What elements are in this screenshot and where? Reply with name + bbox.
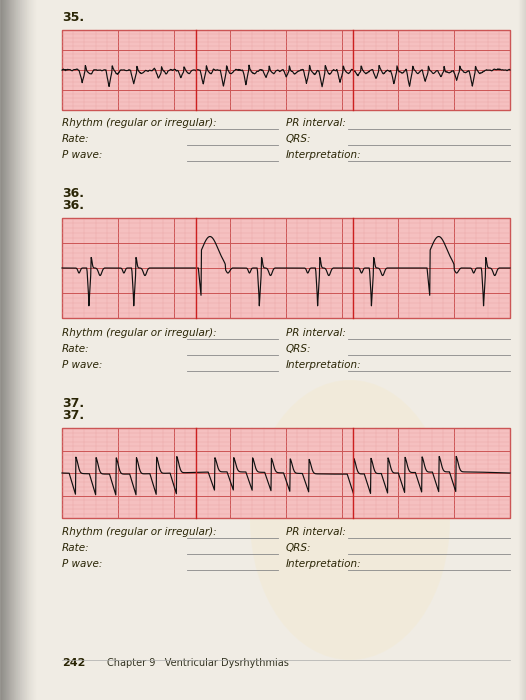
Text: Rhythm (regular or irregular):: Rhythm (regular or irregular): — [62, 527, 217, 537]
Text: QRS:: QRS: — [286, 344, 311, 354]
Text: Interpretation:: Interpretation: — [286, 559, 362, 569]
Text: P wave:: P wave: — [62, 360, 103, 370]
Bar — [62, 218, 510, 318]
Text: Rhythm (regular or irregular):: Rhythm (regular or irregular): — [62, 118, 217, 128]
Ellipse shape — [250, 380, 450, 660]
Text: Rate:: Rate: — [62, 134, 89, 144]
Text: 36.: 36. — [62, 187, 84, 200]
Text: PR interval:: PR interval: — [286, 527, 346, 537]
Text: 35.: 35. — [62, 11, 84, 24]
Text: Interpretation:: Interpretation: — [286, 360, 362, 370]
Bar — [62, 428, 510, 518]
Text: 37.: 37. — [62, 397, 84, 410]
Text: PR interval:: PR interval: — [286, 118, 346, 128]
Text: QRS:: QRS: — [286, 543, 311, 553]
Text: P wave:: P wave: — [62, 150, 103, 160]
Text: PR interval:: PR interval: — [286, 328, 346, 338]
Text: 36.: 36. — [62, 199, 84, 212]
Bar — [62, 30, 510, 110]
Text: Chapter 9   Ventricular Dysrhythmias: Chapter 9 Ventricular Dysrhythmias — [107, 658, 289, 668]
Text: Rate:: Rate: — [62, 543, 89, 553]
Text: QRS:: QRS: — [286, 134, 311, 144]
Text: Rate:: Rate: — [62, 344, 89, 354]
Text: Interpretation:: Interpretation: — [286, 150, 362, 160]
Text: Rhythm (regular or irregular):: Rhythm (regular or irregular): — [62, 328, 217, 338]
Text: 242: 242 — [62, 658, 85, 668]
Text: 37.: 37. — [62, 409, 84, 422]
Text: P wave:: P wave: — [62, 559, 103, 569]
